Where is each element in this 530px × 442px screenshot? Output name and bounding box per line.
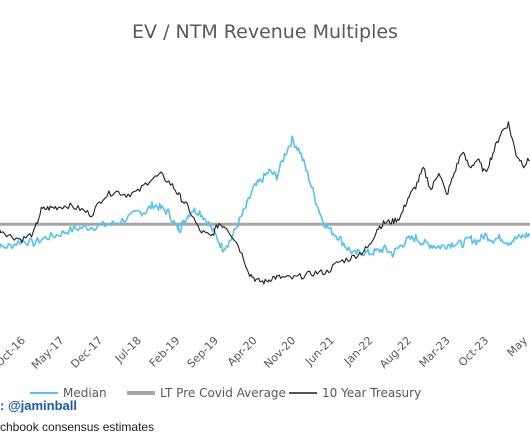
credit-handle: : @jaminball [0, 398, 77, 413]
x-tick-label: May [505, 334, 530, 360]
x-tick-label: Dec-17 [68, 334, 105, 371]
x-tick-label: Feb-19 [147, 334, 183, 370]
x-tick-label: Oct-23 [456, 334, 491, 369]
credit-prefix: : [0, 398, 8, 413]
x-tick-label: Mar-23 [417, 334, 453, 370]
x-tick-label: Sep-19 [185, 334, 222, 371]
x-tick-label: Oct-16 [0, 334, 28, 369]
series-treasury-line [0, 121, 530, 285]
legend-label-lt-average: LT Pre Covid Average [160, 386, 286, 400]
chart-title: EV / NTM Revenue Multiples [132, 21, 398, 43]
series-median-line [0, 135, 530, 258]
x-tick-label: May-17 [29, 334, 67, 372]
x-tick-label: Nov-20 [261, 334, 298, 371]
chart-legend: Median LT Pre Covid Average 10 Year Trea… [30, 386, 421, 400]
x-tick-label: Jun-21 [302, 334, 337, 369]
source-note: chbook consensus estimates [0, 420, 155, 434]
plot-area [0, 121, 530, 285]
legend-label-median: Median [63, 386, 107, 400]
x-tick-label: Apr-20 [225, 334, 260, 369]
x-axis-ticks: Oct-16 May-17 Dec-17 Jul-18 Feb-19 Sep-19 Apr-… [0, 334, 530, 372]
x-tick-label: Jul-18 [112, 334, 144, 366]
legend-label-treasury: 10 Year Treasury [322, 386, 421, 400]
credit-text: @jaminball [7, 398, 77, 413]
x-tick-label: Aug-22 [377, 334, 414, 371]
x-tick-label: Jan-22 [341, 334, 376, 369]
